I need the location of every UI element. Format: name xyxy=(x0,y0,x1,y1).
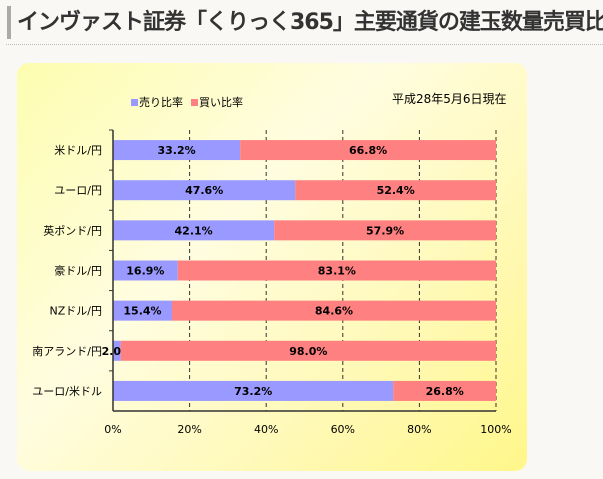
page-title: インヴァスト証券「くりっく365」主要通貨の建玉数量売買比率 xyxy=(7,6,603,39)
bar-sell xyxy=(113,340,121,361)
data-label: 66.8% xyxy=(349,144,387,157)
bar-buy xyxy=(177,260,497,281)
data-label: 26.8% xyxy=(426,385,464,398)
category-label: ユーロ/米ドル xyxy=(32,385,102,398)
legend-buy: 買い比率 xyxy=(191,94,243,110)
category-label: 豪ドル/円 xyxy=(54,264,102,278)
category-label: 英ポンド/円 xyxy=(43,223,102,237)
bar-sell xyxy=(113,220,275,241)
bar-buy xyxy=(171,300,496,321)
bar-buy xyxy=(274,220,496,241)
divider xyxy=(6,44,603,45)
bar-sell xyxy=(113,180,296,201)
as-of-date: 平成28年5月6日現在 xyxy=(392,92,507,106)
x-tick-label: 0% xyxy=(104,423,121,436)
data-label: 73.2% xyxy=(234,385,272,398)
data-label: 84.6% xyxy=(315,305,353,318)
bar-sell xyxy=(113,300,172,321)
bar-buy xyxy=(393,380,496,401)
x-tick-label: 20% xyxy=(177,423,201,436)
category-label: ユーロ/円 xyxy=(54,184,102,197)
x-tick-label: 100% xyxy=(480,423,511,436)
data-label: 52.4% xyxy=(377,184,415,197)
data-label: 16.9% xyxy=(126,265,164,278)
bar-sell xyxy=(113,140,241,161)
legend-swatch-buy xyxy=(191,98,198,106)
legend-swatch-sell xyxy=(131,98,138,106)
bar-buy xyxy=(240,140,496,161)
bar-sell xyxy=(113,260,178,281)
data-label: 83.1% xyxy=(318,265,356,278)
category-label: NZドル/円 xyxy=(50,305,102,318)
data-label: 47.6% xyxy=(185,184,223,197)
legend-label-sell: 売り比率 xyxy=(139,96,183,109)
category-label: 米ドル/円 xyxy=(54,144,102,157)
x-tick-label: 80% xyxy=(407,423,431,436)
data-label: 42.1% xyxy=(175,224,213,237)
legend-sell: 売り比率 xyxy=(131,94,183,110)
x-tick-label: 60% xyxy=(331,423,355,436)
bar-sell xyxy=(113,380,394,401)
data-label: 98.0% xyxy=(289,345,327,358)
legend-label-buy: 買い比率 xyxy=(199,96,243,109)
category-label: 南アランド/円 xyxy=(32,345,102,358)
x-tick-label: 40% xyxy=(254,423,278,436)
bar-buy xyxy=(295,180,496,201)
data-label: 15.4% xyxy=(123,305,161,318)
bar-buy xyxy=(120,340,496,361)
data-label: 57.9% xyxy=(366,224,404,237)
data-label: 33.2% xyxy=(157,144,195,157)
